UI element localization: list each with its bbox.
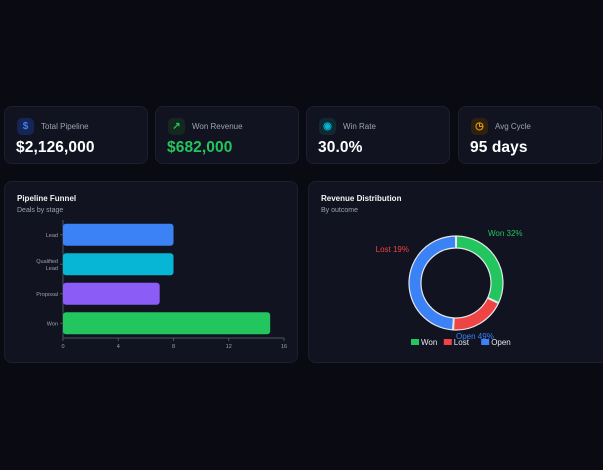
panel-title: Pipeline Funnel bbox=[17, 194, 77, 203]
legend-swatch bbox=[443, 339, 452, 345]
kpi-value: $2,126,000 bbox=[16, 139, 95, 156]
kpi-value: 30.0% bbox=[318, 139, 363, 156]
x-tick-label: 8 bbox=[172, 344, 175, 350]
x-tick-label: 0 bbox=[61, 344, 64, 350]
kpi-label: Won Revenue bbox=[192, 122, 243, 131]
kpi-label: Win Rate bbox=[343, 122, 376, 131]
donut-data-label: Won 32% bbox=[488, 229, 523, 238]
pipeline-funnel-panel: Pipeline Funnel Deals by stage Lead Quali… bbox=[4, 181, 298, 363]
y-tick-label: Lead bbox=[46, 233, 58, 239]
donut-data-label: Open 49% bbox=[456, 332, 494, 341]
funnel-bar bbox=[63, 282, 160, 305]
kpi-card-win-rate: ◉ Win Rate 30.0% bbox=[306, 106, 450, 164]
donut-slice-won bbox=[455, 235, 504, 304]
legend-label: Open bbox=[491, 338, 511, 347]
revenue-distribution-panel: Revenue Distribution By outcome Won 32% L… bbox=[308, 181, 603, 363]
dollar-icon: $ bbox=[17, 118, 34, 135]
target-icon: ◉ bbox=[319, 118, 336, 135]
legend-label: Lost bbox=[454, 338, 470, 347]
x-tick-label: 16 bbox=[281, 344, 287, 350]
funnel-bar bbox=[63, 253, 174, 276]
funnel-bar bbox=[63, 223, 174, 246]
y-tick-label: Qualified Lead bbox=[36, 259, 58, 272]
kpi-card-won-revenue: ↗ Won Revenue $682,000 bbox=[155, 106, 299, 164]
panel-subtitle: By outcome bbox=[321, 207, 358, 214]
y-tick-label: Proposal bbox=[36, 292, 58, 298]
panel-title: Revenue Distribution bbox=[321, 194, 402, 203]
panel-subtitle: Deals by stage bbox=[17, 207, 64, 214]
legend-swatch bbox=[481, 339, 490, 345]
kpi-label: Avg Cycle bbox=[495, 122, 531, 131]
legend-label: Won bbox=[421, 338, 437, 347]
kpi-card-avg-cycle: ◷ Avg Cycle 95 days bbox=[458, 106, 602, 164]
clock-icon: ◷ bbox=[471, 118, 488, 135]
kpi-card-total-pipeline: $ Total Pipeline $2,126,000 bbox=[4, 106, 148, 164]
kpi-value: $682,000 bbox=[167, 139, 233, 156]
kpi-value: 95 days bbox=[470, 139, 528, 156]
y-tick-label: Won bbox=[47, 321, 58, 327]
kpi-label: Total Pipeline bbox=[41, 122, 89, 131]
pipeline-funnel-chart: Lead Qualified Lead Proposal Won 0 4 8 12 16 bbox=[36, 220, 287, 350]
donut-slice-lost bbox=[452, 297, 500, 331]
revenue-distribution-chart: Won 32% Lost 19% Open 49% Won Lost Open bbox=[376, 229, 523, 347]
funnel-bar bbox=[63, 312, 271, 335]
x-tick-label: 12 bbox=[226, 344, 232, 350]
donut-data-label: Lost 19% bbox=[376, 245, 409, 254]
donut-slice-open bbox=[408, 235, 457, 331]
legend-swatch bbox=[411, 339, 419, 345]
trending-up-icon: ↗ bbox=[168, 118, 185, 135]
x-tick-label: 4 bbox=[117, 344, 120, 350]
